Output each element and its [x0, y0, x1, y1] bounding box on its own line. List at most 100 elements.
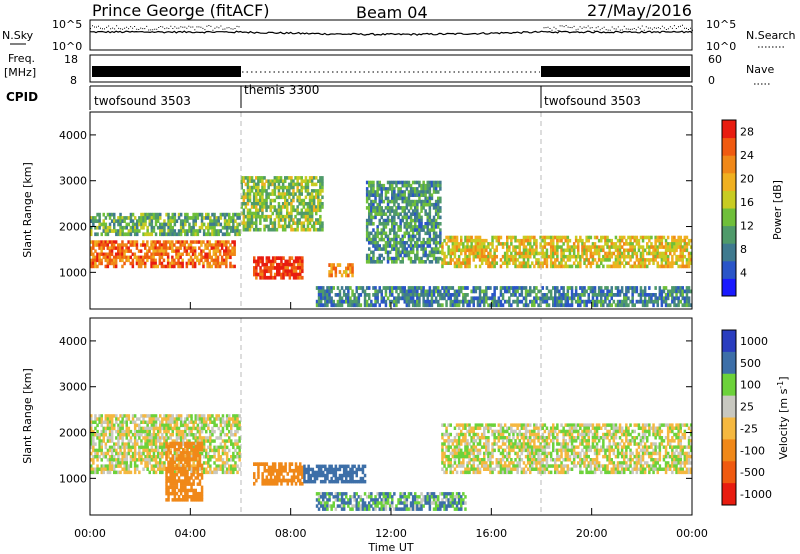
power-cell [648, 235, 651, 240]
velocity-cell [196, 491, 200, 496]
power-cell [468, 251, 471, 256]
velocity-cell [273, 468, 277, 473]
power-cell [455, 289, 459, 294]
velocity-cell [90, 445, 93, 450]
velocity-cell [219, 423, 223, 428]
power-cell [497, 303, 501, 308]
power-cell [292, 272, 296, 277]
power-cell [355, 303, 358, 308]
velocity-cell [167, 426, 170, 431]
power-cell [261, 192, 264, 196]
power-cell [138, 229, 141, 233]
power-cell [508, 296, 511, 301]
power-cell [437, 196, 440, 201]
power-cell [434, 286, 438, 290]
velocity-cell [179, 423, 183, 428]
velocity-cell [175, 429, 179, 434]
power-cell [125, 243, 128, 247]
velocity-cell [125, 420, 128, 424]
power-cell [437, 250, 440, 255]
power-cell [171, 212, 174, 217]
velocity-cell [115, 420, 118, 424]
power-cell [230, 219, 233, 223]
power-cell [175, 246, 178, 250]
power-cell [277, 179, 281, 183]
power-cell [240, 179, 243, 183]
velocity-cell [119, 420, 122, 424]
power-cell [422, 202, 425, 207]
velocity-cell [213, 445, 216, 450]
velocity-cell [146, 445, 149, 450]
velocity-cell [194, 454, 197, 458]
power-cell [549, 251, 553, 256]
power-cell [543, 242, 547, 246]
power-cell [294, 208, 297, 213]
power-cell [407, 196, 411, 201]
power-cell [541, 245, 544, 249]
power-cell [238, 229, 241, 233]
velocity-cell [125, 442, 128, 446]
power-cell [150, 212, 154, 217]
velocity-cell [161, 423, 164, 428]
power-cell [683, 242, 687, 246]
velocity-cell [161, 436, 164, 440]
power-cell [106, 246, 110, 250]
power-cell [660, 258, 664, 262]
velocity-cell [92, 439, 95, 443]
power-cell [558, 296, 561, 301]
power-cell [583, 286, 586, 290]
velocity-cell [234, 448, 237, 453]
power-cell [355, 289, 358, 294]
velocity-cell [142, 467, 145, 471]
power-cell [228, 232, 231, 237]
velocity-cell [179, 482, 183, 486]
velocity-cell [184, 466, 187, 471]
power-cell [152, 261, 155, 266]
power-cell [501, 293, 505, 297]
power-cell [204, 252, 207, 256]
power-cell [370, 190, 373, 194]
power-cell [643, 261, 647, 265]
power-cell [376, 244, 379, 248]
velocity-cell [175, 466, 179, 471]
velocity-cell [217, 464, 220, 468]
power-cell [669, 303, 672, 308]
power-cell [508, 258, 511, 262]
power-cell [225, 261, 228, 266]
power-cell [407, 299, 411, 304]
power-cell [125, 249, 128, 253]
power-cell [679, 289, 682, 294]
power-cell [453, 235, 457, 240]
power-cell [212, 243, 216, 247]
power-cell [391, 256, 394, 261]
velocity-cell [202, 461, 206, 465]
power-cell [280, 256, 283, 260]
power-cell [416, 286, 419, 290]
power-cell [188, 225, 191, 230]
power-cell [472, 299, 475, 304]
power-cell [271, 224, 274, 229]
power-cell [106, 243, 110, 247]
power-cell [658, 254, 662, 259]
velocity-cell [190, 414, 193, 418]
power-cell [602, 248, 605, 253]
power-cell [117, 252, 120, 256]
velocity-cell [209, 433, 212, 437]
velocity-cell [136, 442, 139, 446]
power-cell [441, 286, 444, 290]
power-cell [407, 253, 411, 258]
power-cell [319, 202, 322, 206]
power-cell [585, 289, 588, 294]
velocity-cell [92, 455, 95, 459]
power-cell [225, 258, 228, 263]
power-cell [184, 212, 187, 217]
power-cell [432, 231, 436, 236]
velocity-cell [121, 426, 124, 431]
velocity-cell [236, 451, 239, 456]
velocity-cell [150, 417, 154, 421]
power-colorbar-tick: 4 [740, 267, 747, 280]
velocity-cell [194, 417, 197, 421]
power-cell [259, 189, 262, 193]
velocity-cell [175, 426, 179, 431]
power-cell [250, 214, 254, 219]
